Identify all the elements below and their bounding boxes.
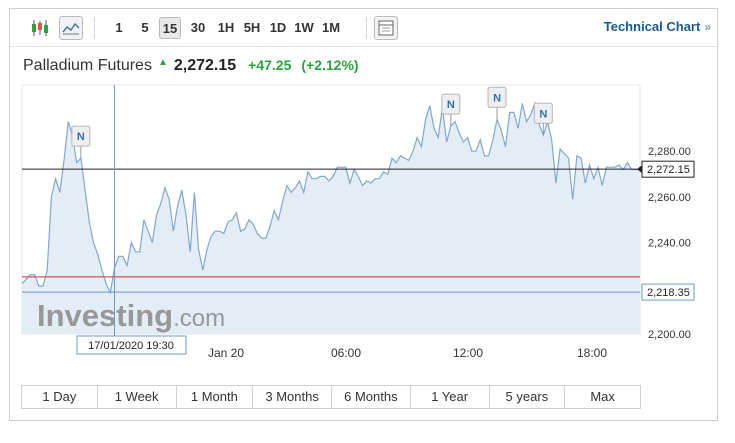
news-marker[interactable] (441, 93, 461, 115)
chart-toolbar: 1 5 15 30 1H 5H 1D 1W 1M Technical Chart» (10, 9, 717, 47)
price-change: +47.25 (248, 57, 292, 73)
interval-5[interactable]: 5 (141, 20, 149, 35)
interval-1m[interactable]: 1M (321, 20, 341, 35)
crosshair-price-box (641, 283, 695, 301)
instrument-name: Palladium Futures (23, 57, 152, 74)
news-marker[interactable] (71, 125, 91, 147)
news-marker-label: N (539, 108, 547, 120)
period-tab-1-week[interactable]: 1 Week (98, 386, 177, 408)
line-chart-icon[interactable] (59, 16, 83, 40)
investing-watermark: Investing.com (37, 298, 225, 333)
x-tick-label: 06:00 (331, 346, 361, 360)
crosshair-time-box (76, 335, 187, 355)
interval-15[interactable]: 15 (159, 17, 181, 39)
chart-widget: 1 5 15 30 1H 5H 1D 1W 1M Technical Chart» Pallad… (9, 8, 718, 421)
period-tab-max[interactable]: Max (590, 389, 615, 404)
period-tab-1-day[interactable]: 1 Day (22, 386, 98, 408)
period-tabs: 1 Day 1 Week 1 Month 3 Months 6 Months 1 Year… (21, 385, 641, 409)
news-marker-label: N (447, 99, 455, 111)
candlestick-chart-icon[interactable] (28, 16, 52, 40)
technical-chart-link[interactable]: Technical Chart» (604, 19, 711, 34)
crosshair-price-label: 2,218.35 (647, 287, 690, 299)
indicators-icon[interactable] (374, 16, 398, 40)
interval-1[interactable]: 1 (115, 20, 123, 35)
y-tick-label: 2,280.00 (648, 146, 691, 158)
technical-chart-label[interactable]: Technical Chart (603, 19, 701, 34)
interval-30[interactable]: 30 (190, 20, 206, 35)
news-marker[interactable] (533, 102, 553, 124)
double-chevron-right-icon: » (704, 20, 711, 34)
y-tick-label: 2,240.00 (648, 238, 691, 250)
interval-1h[interactable]: 1H (217, 20, 235, 35)
quote-header: Palladium Futures ▲ 2,272.15 +47.25 (+2.… (23, 57, 359, 79)
price-chart[interactable]: Investing.com 2,280.00 2,260.00 2,240.00 2,2… (10, 9, 717, 379)
news-marker-label: N (77, 131, 85, 143)
current-price-label: 2,272.15 (647, 164, 690, 176)
y-tick-label: 2,200.00 (648, 329, 691, 341)
news-marker[interactable] (487, 86, 507, 108)
period-tab-1-month[interactable]: 1 Month (177, 386, 254, 408)
x-tick-label: 12:00 (453, 346, 483, 360)
news-marker-label: N (493, 92, 501, 104)
period-tab-5-years[interactable]: 5 years (490, 386, 566, 408)
period-tab-1-year[interactable]: 1 Year (411, 386, 490, 408)
toolbar-separator (366, 17, 367, 39)
current-price-pointer (637, 165, 642, 174)
period-tab-6-months[interactable]: 6 Months (332, 386, 411, 408)
interval-1w[interactable]: 1W (294, 20, 314, 35)
last-price: 2,272.15 (173, 57, 237, 74)
toolbar-separator (94, 17, 95, 39)
interval-1d[interactable]: 1D (269, 20, 287, 35)
y-tick-label: 2,260.00 (648, 192, 691, 204)
period-tab-3-months[interactable]: 3 Months (253, 386, 332, 408)
x-tick-label: Jan 20 (208, 346, 244, 360)
price-change-percent: (+2.12%) (301, 57, 359, 73)
x-tick-label: 18:00 (577, 346, 607, 360)
up-arrow-icon: ▲ (157, 57, 168, 68)
interval-5h[interactable]: 5H (243, 20, 261, 35)
crosshair-time-label: 17/01/2020 19:30 (88, 340, 174, 352)
